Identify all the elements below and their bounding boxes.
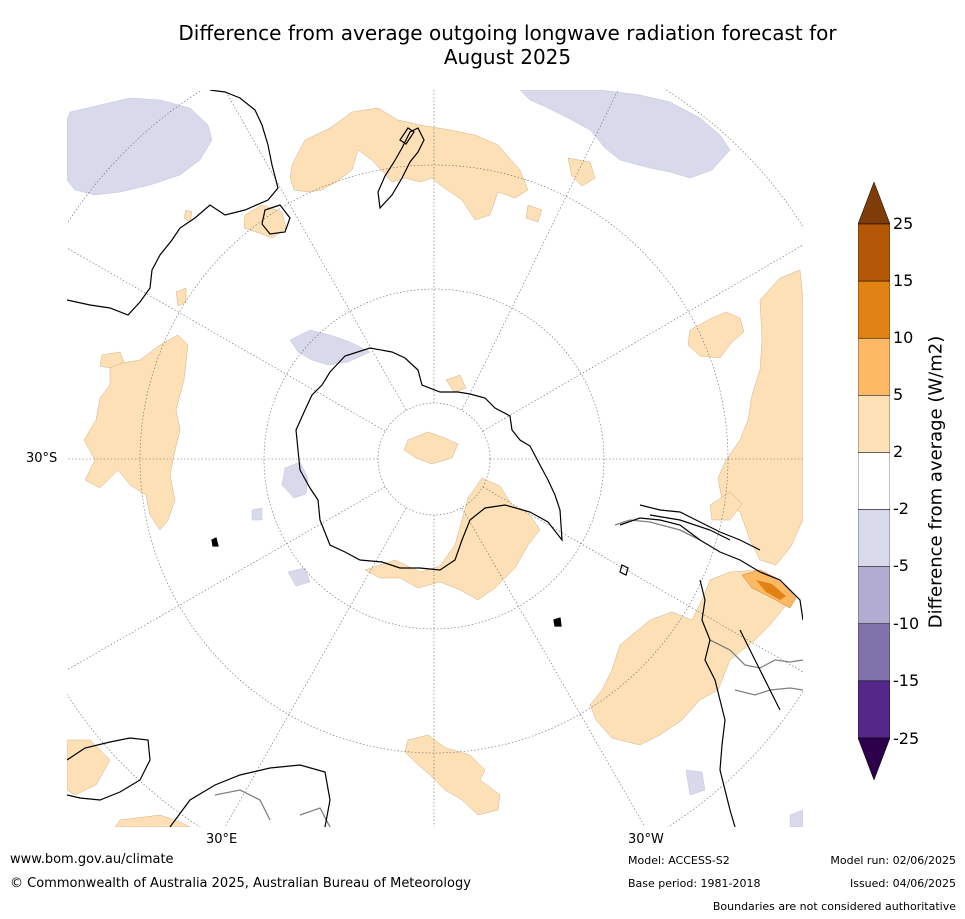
positive-anomaly-regions [67,107,803,827]
colorbar-tick-label: 25 [893,214,914,233]
negative-anomaly-regions [67,90,803,827]
title-line-2: August 2025 [443,45,572,69]
latitude-label-30s: 30°S [26,451,58,466]
model-run-text: Model run: 02/06/2025 [830,854,956,867]
base-period-text: Base period: 1981-2018 [628,877,761,890]
antarctica-coastline [295,347,563,571]
colorbar-tick-label: -2 [893,499,909,518]
colorbar-title: Difference from average (W/m2) [925,335,947,629]
strong-positive-anomaly [741,569,797,609]
polar-map[interactable] [67,90,803,827]
colorbar-tick-label: -5 [893,556,909,575]
colorbar-segment [857,280,891,339]
anomaly-region-pacific-northeast [519,90,731,179]
coastlines [67,90,803,827]
anomaly-region-weddell [364,477,541,601]
anomaly-region-south-pacific-east [687,311,745,359]
colorbar-segment [857,566,891,625]
copyright-text: © Commonwealth of Australia 2025, Austra… [10,876,471,891]
colorbar-extend-max [857,181,891,225]
colorbar-segment [857,623,891,682]
colorbar-segment [857,509,891,567]
colorbar-segment [857,452,891,510]
colorbar-segment [857,337,891,396]
colorbar-tick-label: -10 [893,614,920,633]
latitude-circle-60s [263,288,605,630]
south-america-coastline [619,517,803,621]
anomaly-region-indian-ocean-northwest [67,97,213,196]
anomaly-region-ross-sea [289,329,371,366]
colorbar-tick-label: 5 [893,385,904,404]
colorbar-tick-label: -15 [893,671,920,690]
longitude-label-30w: 30°W [628,832,664,847]
chart-title: Difference from average outgoing longwav… [120,21,895,69]
longitude-label-30e: 30°E [206,832,238,847]
anomaly-region-east-antarctic-coast [281,461,309,499]
new-zealand-coastline [377,127,425,210]
colorbar-segment [857,680,891,739]
model-text: Model: ACCESS-S2 [628,854,730,867]
anomaly-region-south-america-west [717,269,803,566]
disclaimer-text: Boundaries are not considered authoritat… [712,900,956,913]
issued-text: Issued: 04/06/2025 [849,877,956,890]
colorbar-extend-min [857,737,891,781]
colorbar-tick-label: 10 [893,328,914,347]
website-link[interactable]: www.bom.gov.au/climate [10,852,174,867]
colorbar-tick-label: 15 [893,271,914,290]
anomaly-region-south-atlantic [589,569,791,746]
anomaly-region-indian-ocean [83,334,189,531]
title-line-1: Difference from average outgoing longwav… [178,21,837,45]
graticule [67,90,803,827]
australia-coastline [67,90,279,316]
colorbar [857,181,891,782]
africa-coastline [67,737,151,801]
anomaly-region-southern-ocean-south [404,734,501,816]
colorbar-segment [857,395,891,453]
anomaly-region-antarctic-plateau [403,431,459,465]
colorbar-segment [857,223,891,282]
colorbar-tick-label: 2 [893,442,904,461]
colorbar-tick-label: -25 [893,729,920,748]
